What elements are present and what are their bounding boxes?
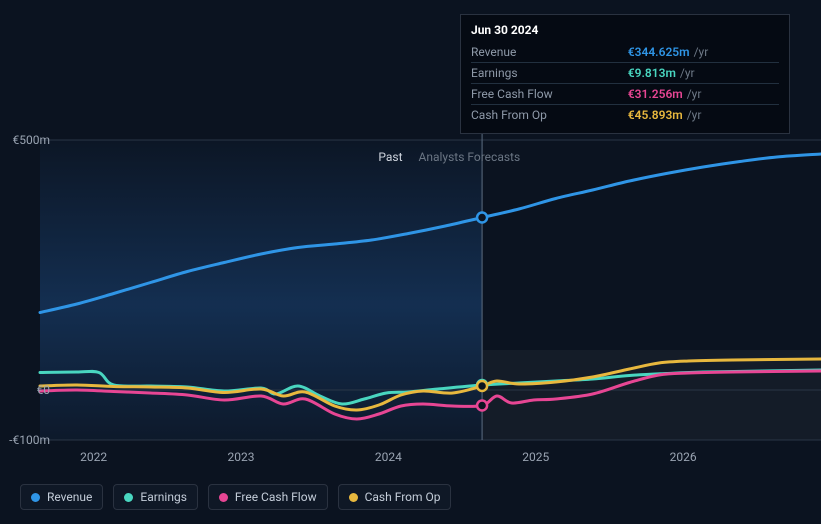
legend-dot-icon (349, 493, 358, 502)
marker-cfo (477, 381, 487, 391)
x-axis-label: 2026 (670, 450, 697, 464)
legend-label: Earnings (140, 490, 187, 504)
legend-item-earnings[interactable]: Earnings (113, 484, 198, 510)
marker-fcf (477, 401, 487, 411)
tooltip-metric-value: €31.256m/yr (614, 84, 779, 105)
tooltip-row: Cash From Op€45.893m/yr (471, 105, 779, 126)
legend-item-cash-from-op[interactable]: Cash From Op (338, 484, 452, 510)
tooltip-metric-label: Earnings (471, 63, 614, 84)
y-axis-label: €0 (0, 383, 50, 397)
tooltip-table: Revenue€344.625m/yrEarnings€9.813m/yrFre… (471, 42, 779, 125)
x-axis-label: 2022 (80, 450, 107, 464)
legend-dot-icon (219, 493, 228, 502)
x-axis-label: 2024 (375, 450, 402, 464)
y-axis-label: -€100m (0, 433, 50, 447)
legend-dot-icon (31, 493, 40, 502)
tooltip-row: Revenue€344.625m/yr (471, 42, 779, 63)
tooltip-metric-value: €344.625m/yr (614, 42, 779, 63)
tooltip-row: Free Cash Flow€31.256m/yr (471, 84, 779, 105)
legend-dot-icon (124, 493, 133, 502)
legend-item-revenue[interactable]: Revenue (20, 484, 103, 510)
chart-legend: Revenue Earnings Free Cash Flow Cash From O… (20, 484, 451, 510)
tooltip-row: Earnings€9.813m/yr (471, 63, 779, 84)
legend-label: Revenue (47, 490, 92, 504)
tooltip-metric-label: Free Cash Flow (471, 84, 614, 105)
y-axis-label: €500m (0, 133, 50, 147)
tooltip-date: Jun 30 2024 (471, 23, 779, 37)
x-axis-label: 2023 (228, 450, 255, 464)
marker-revenue (477, 213, 487, 223)
legend-item-free-cash-flow[interactable]: Free Cash Flow (208, 484, 328, 510)
tooltip-metric-value: €9.813m/yr (614, 63, 779, 84)
legend-label: Cash From Op (365, 490, 441, 504)
past-label: Past (378, 150, 402, 164)
x-axis-label: 2025 (522, 450, 549, 464)
forecast-label: Analysts Forecasts (419, 150, 521, 164)
tooltip-metric-label: Revenue (471, 42, 614, 63)
tooltip-metric-value: €45.893m/yr (614, 105, 779, 126)
chart-tooltip: Jun 30 2024 Revenue€344.625m/yrEarnings€… (460, 14, 790, 134)
tooltip-metric-label: Cash From Op (471, 105, 614, 126)
legend-label: Free Cash Flow (235, 490, 317, 504)
